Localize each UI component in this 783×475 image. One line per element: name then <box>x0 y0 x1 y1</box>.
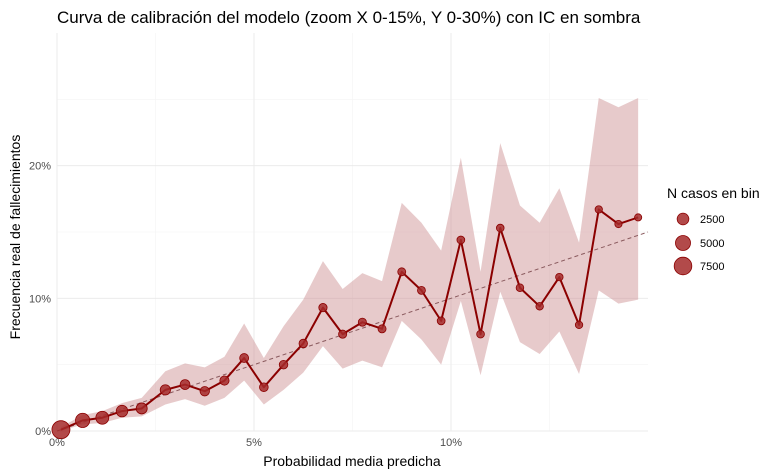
calibration-point <box>75 412 91 428</box>
calibration-point <box>436 316 446 326</box>
legend-label: 2500 <box>700 214 724 226</box>
calibration-point <box>115 404 129 418</box>
calibration-point <box>476 329 485 339</box>
calibration-point <box>298 338 308 349</box>
calibration-point <box>614 219 623 229</box>
calibration-point <box>357 317 367 327</box>
legend: N casos en bin 2500 5000 7500 <box>667 185 760 276</box>
calibration-point <box>219 375 230 386</box>
calibration-point <box>199 386 210 397</box>
x-axis-ticks: 0% 5% 10% <box>49 437 462 449</box>
x-tick-label: 5% <box>246 437 262 449</box>
legend-label: 7500 <box>700 261 724 273</box>
calibration-point <box>634 213 643 222</box>
calibration-point <box>515 283 525 292</box>
x-tick-label: 10% <box>440 437 462 449</box>
confidence-interval-ribbon <box>60 98 639 432</box>
calibration-points <box>51 205 643 440</box>
legend-key <box>675 235 691 251</box>
y-axis-ticks: 0% 10% 20% <box>29 161 51 438</box>
y-tick-label: 20% <box>29 161 51 173</box>
x-tick-label: 0% <box>49 437 65 449</box>
calibration-point <box>318 303 328 313</box>
calibration-point <box>417 286 426 295</box>
calibration-point <box>259 382 269 392</box>
calibration-point <box>555 272 564 282</box>
calibration-point <box>377 324 387 334</box>
y-tick-label: 10% <box>29 293 51 305</box>
x-axis-title: Probabilidad media predicha <box>263 453 441 469</box>
calibration-point <box>239 353 250 363</box>
calibration-point <box>51 420 71 440</box>
calibration-point <box>95 410 110 425</box>
legend-title: N casos en bin <box>667 185 760 201</box>
y-axis-title: Frecuencia real de fallecimientos <box>7 135 23 340</box>
chart-title: Curva de calibración del modelo (zoom X … <box>57 8 641 27</box>
calibration-point <box>135 402 148 415</box>
legend-key <box>673 256 693 276</box>
legend-label: 5000 <box>700 238 724 250</box>
calibration-point <box>278 359 289 370</box>
calibration-point <box>456 235 466 245</box>
y-tick-label: 0% <box>35 426 51 438</box>
calibration-point <box>594 205 603 214</box>
calibration-point <box>535 302 544 311</box>
calibration-point <box>495 223 505 233</box>
calibration-point <box>179 379 191 390</box>
calibration-point <box>574 320 584 329</box>
calibration-point <box>338 329 348 339</box>
legend-key <box>676 212 690 226</box>
calibration-point <box>159 384 171 396</box>
grid-lines <box>56 33 648 432</box>
reference-diagonal-line <box>56 231 649 432</box>
calibration-point <box>397 267 407 277</box>
